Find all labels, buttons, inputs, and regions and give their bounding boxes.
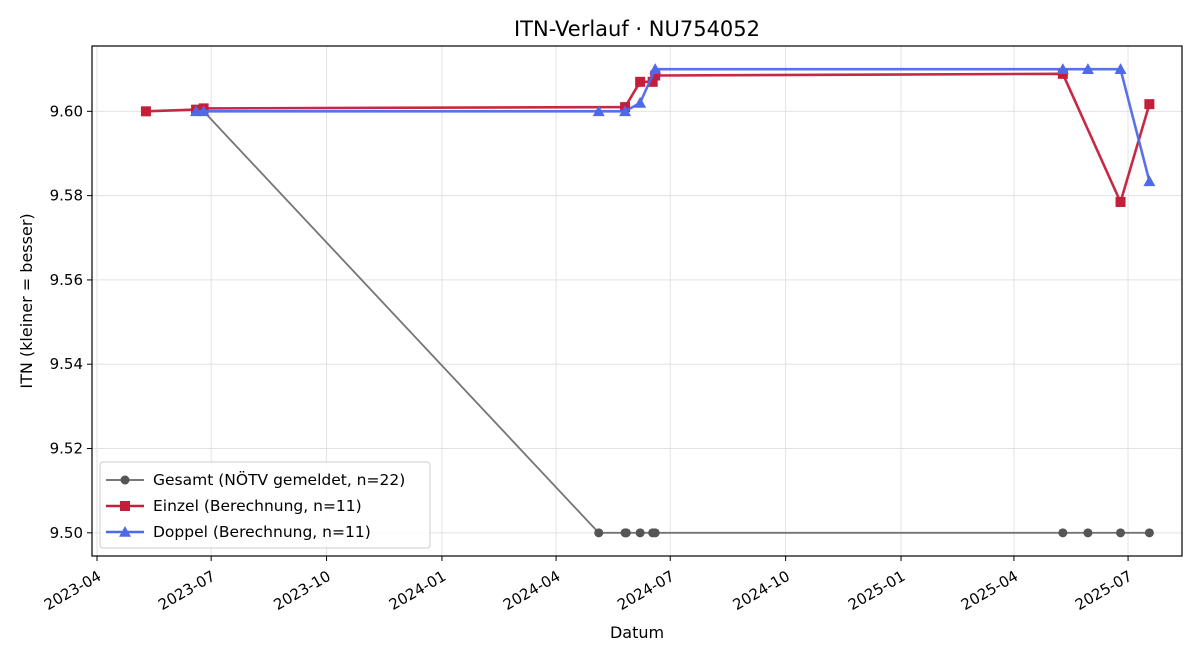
legend-entry-einzel: Einzel (Berechnung, n=11): [106, 497, 362, 515]
legend-box: [99, 461, 431, 549]
chart-title: ITN-Verlauf · NU754052: [514, 17, 760, 41]
data-point-doppel: [649, 63, 662, 74]
data-point-einzel: [650, 70, 661, 81]
data-point-einzel: [1115, 196, 1126, 207]
data-point-gesamt: [1144, 528, 1154, 538]
data-point-doppel: [634, 96, 647, 108]
data-point-doppel: [592, 105, 605, 117]
data-point-doppel: [197, 105, 210, 117]
data-point-gesamt: [1083, 528, 1093, 538]
data-point-doppel: [1056, 63, 1069, 74]
data-point-gesamt: [650, 528, 660, 538]
legend-label: Doppel (Berechnung, n=11): [153, 523, 371, 541]
series-line-gesamt: [196, 110, 1150, 534]
data-point-doppel: [1114, 63, 1127, 74]
data-point-gesamt: [1058, 528, 1068, 538]
y-tick-label: 9.54: [50, 355, 83, 373]
legend-entry-gesamt: Gesamt (NÖTV gemeldet, n=22): [106, 470, 405, 489]
data-point-einzel: [635, 76, 646, 87]
series-doppel: [190, 63, 1156, 187]
series-layer: [140, 63, 1156, 538]
y-tick-label: 9.52: [50, 440, 83, 458]
data-point-gesamt: [1116, 528, 1126, 538]
y-tick-label: 9.58: [50, 187, 83, 205]
legend-marker: [120, 501, 130, 511]
legend-entry-doppel: Doppel (Berechnung, n=11): [106, 523, 371, 541]
y-axis-title: ITN (kleiner = besser): [17, 213, 36, 388]
data-point-gesamt: [594, 528, 604, 538]
y-tick-label: 9.50: [50, 524, 83, 542]
y-tick-label: 9.56: [50, 271, 83, 289]
data-point-einzel: [647, 76, 658, 87]
data-point-doppel: [619, 105, 632, 117]
legend-marker: [119, 526, 131, 537]
legend-label: Einzel (Berechnung, n=11): [153, 497, 362, 515]
data-point-einzel: [1144, 99, 1155, 110]
plot-frame: [91, 45, 1183, 557]
data-point-doppel: [1081, 63, 1094, 74]
data-point-doppel: [1143, 175, 1156, 187]
data-point-gesamt: [621, 528, 631, 538]
y-axis: 9.50 9.52 9.54 9.56 9.58 9.60: [50, 102, 92, 542]
legend: Gesamt (NÖTV gemeldet, n=22) Einzel (Bere…: [99, 461, 431, 549]
legend-label: Gesamt (NÖTV gemeldet, n=22): [153, 470, 405, 489]
data-point-einzel: [140, 106, 151, 117]
data-point-doppel: [190, 105, 203, 117]
series-line-doppel: [196, 67, 1151, 182]
legend-marker: [120, 475, 130, 485]
x-axis-title: Datum: [610, 623, 664, 642]
y-tick-label: 9.60: [50, 102, 83, 120]
data-point-gesamt: [635, 528, 645, 538]
